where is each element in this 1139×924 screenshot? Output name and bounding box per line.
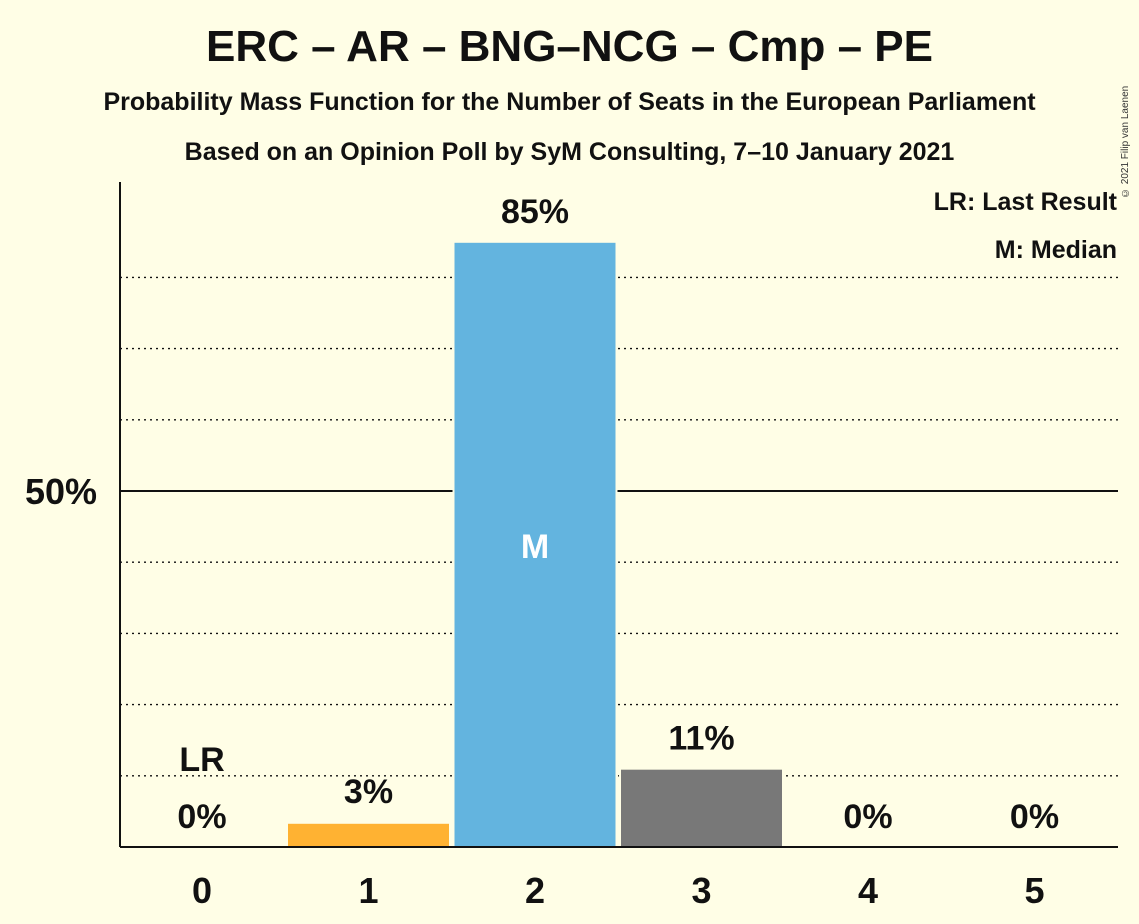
value-label-1: 3% (344, 773, 393, 811)
x-tick-label-5: 5 (1024, 870, 1044, 911)
x-tick-label-1: 1 (358, 870, 378, 911)
bar-1 (286, 821, 451, 848)
value-labels: 0% 3% 85% 11% 0% 0% LR M (177, 193, 1059, 836)
axes: 50% 0 1 2 3 4 5 (25, 182, 1118, 911)
gridlines (120, 276, 1118, 777)
value-label-2: 85% (501, 193, 569, 231)
x-tick-label-0: 0 (192, 870, 212, 911)
value-label-0: 0% (177, 798, 226, 836)
median-marker: M (521, 528, 549, 566)
chart-subtitle: Probability Mass Function for the Number… (103, 88, 1036, 116)
chart-title: ERC – AR – BNG–NCG – Cmp – PE (206, 22, 933, 71)
last-result-marker: LR (179, 741, 224, 779)
bars (286, 240, 784, 849)
y-tick-label-50: 50% (25, 471, 97, 512)
bar-2 (452, 240, 618, 849)
value-label-5: 0% (1010, 798, 1059, 836)
x-tick-label-4: 4 (858, 870, 878, 911)
legend-median: M: Median (995, 236, 1117, 264)
x-tick-label-2: 2 (525, 870, 545, 911)
value-label-4: 0% (843, 798, 892, 836)
value-label-3: 11% (668, 720, 734, 758)
chart-source: Based on an Opinion Poll by SyM Consulti… (184, 138, 955, 166)
x-tick-label-3: 3 (691, 870, 711, 911)
bar-3 (619, 767, 784, 848)
legend-last-result: LR: Last Result (934, 188, 1118, 216)
